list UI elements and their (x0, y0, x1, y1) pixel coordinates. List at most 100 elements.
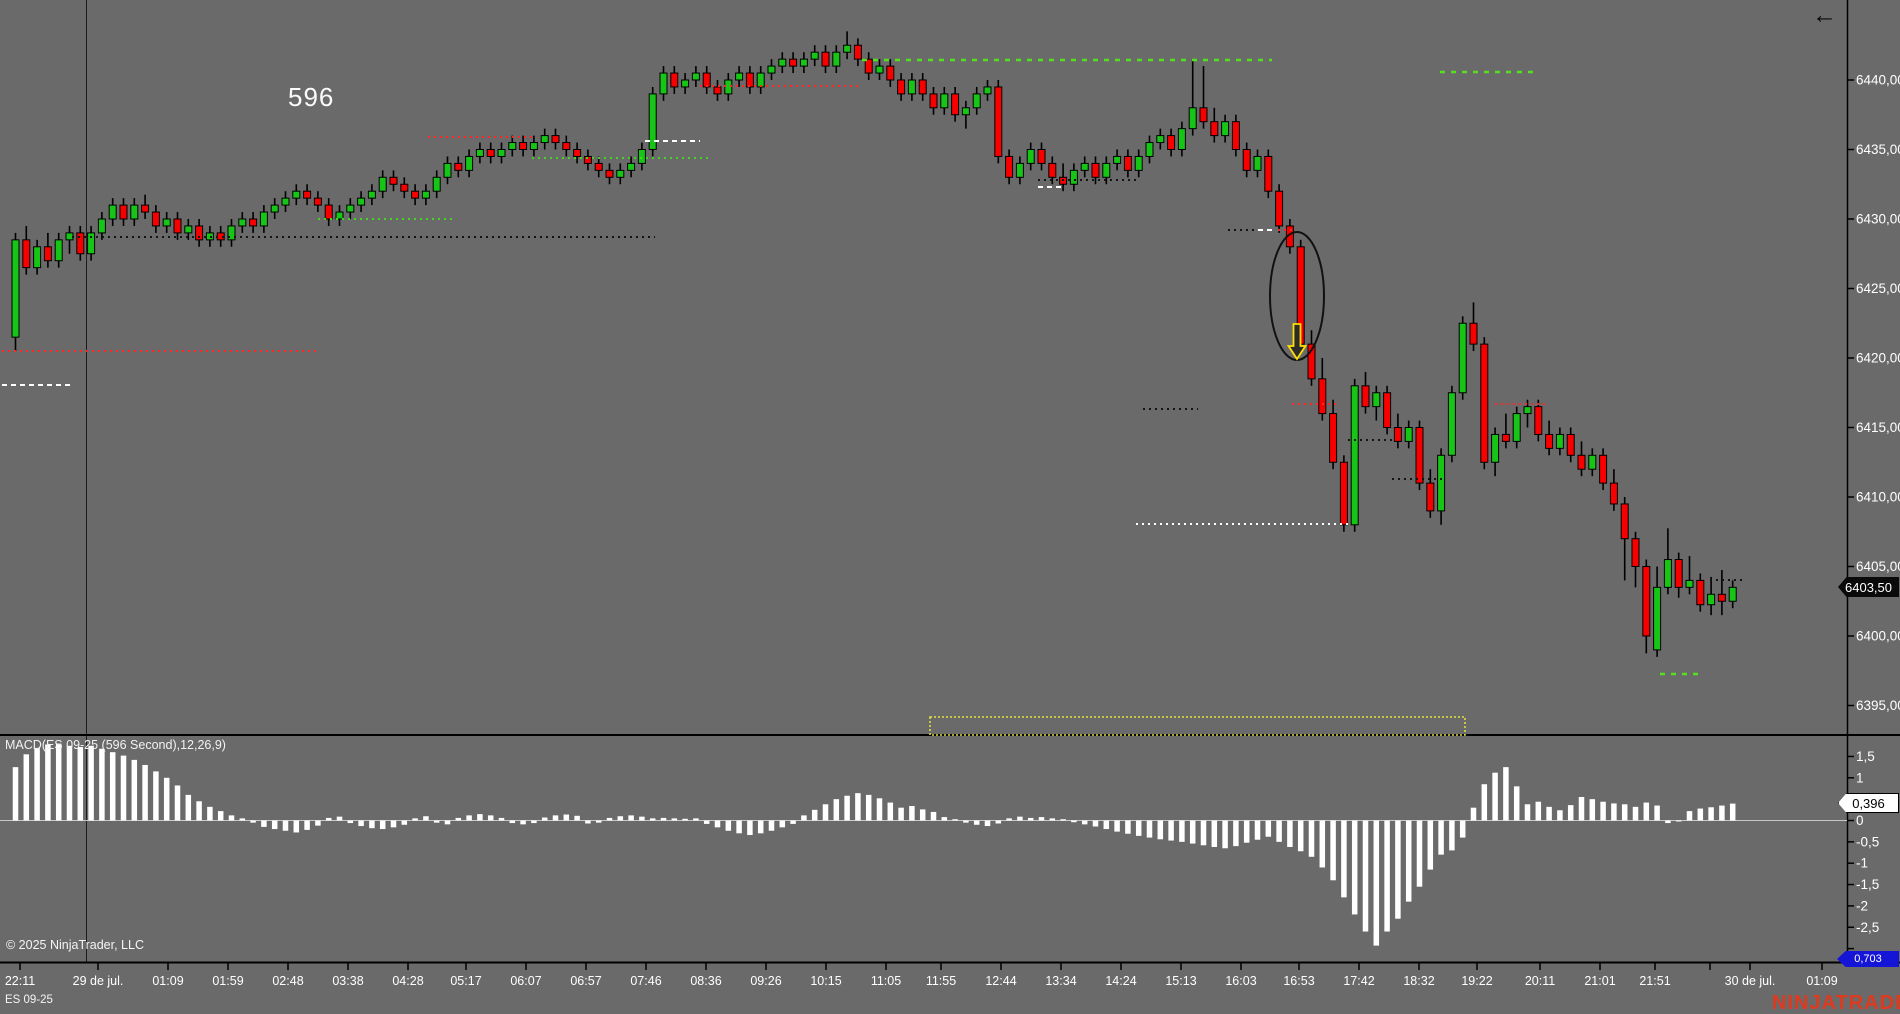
macd-histogram-bar (865, 794, 872, 821)
candle-body (1177, 128, 1186, 150)
candle-body (875, 65, 884, 74)
macd-histogram-bar (1222, 820, 1228, 849)
time-axis-label: 01:59 (212, 974, 243, 988)
macd-histogram-bar (595, 820, 602, 823)
candle-body (702, 72, 711, 88)
macd-histogram-bar (1492, 772, 1498, 821)
time-axis-label: 18:32 (1403, 974, 1434, 988)
candle-body (810, 51, 819, 60)
candle-body (1555, 433, 1564, 449)
candle-body (994, 86, 1003, 157)
candle-body (1620, 503, 1629, 540)
candle-body (259, 211, 268, 227)
candle-body (346, 204, 355, 213)
macd-histogram-bar (941, 817, 948, 821)
candle-body (627, 162, 636, 171)
macd-histogram-bar (1470, 807, 1477, 821)
candle-body (1685, 579, 1694, 588)
candle-body (1188, 107, 1197, 130)
macd-axis-label: -0,5 (1856, 834, 1879, 849)
macd-histogram-bar (822, 804, 829, 821)
candle-body (1307, 343, 1316, 380)
candle-body (1642, 566, 1651, 637)
instrument-label: ES 09-25 (5, 994, 53, 1006)
period-watermark: 596 (288, 82, 335, 112)
candle-body (1631, 538, 1640, 568)
candle-body (378, 176, 387, 192)
macd-histogram-bar (757, 820, 764, 834)
candle-body (670, 72, 679, 88)
candle-body (227, 225, 236, 241)
candle-body (205, 232, 214, 241)
macd-histogram-bar (304, 820, 310, 830)
macd-histogram-bar (131, 759, 138, 821)
copyright-label: © 2025 NinjaTrader, LLC (6, 938, 144, 952)
macd-histogram-bar (660, 817, 667, 821)
candle-body (1545, 433, 1554, 449)
candle-body (465, 155, 474, 171)
macd-histogram-bar (1686, 811, 1693, 821)
back-arrow-icon[interactable]: ← (1812, 1, 1837, 29)
macd-histogram-bar (855, 793, 861, 821)
macd-histogram-bar (120, 755, 127, 821)
macd-histogram-bar (1254, 820, 1261, 840)
price-axis-label: 6420,00 (1856, 351, 1900, 366)
time-axis-label: 10:15 (810, 974, 841, 988)
macd-histogram-bar (801, 815, 807, 821)
price-axis-label: 6395,00 (1856, 698, 1900, 713)
macd-histogram-bar (1081, 820, 1088, 825)
macd-histogram-bar (1567, 805, 1574, 821)
candle-body (1145, 142, 1154, 157)
macd-histogram-bar (1697, 808, 1704, 821)
time-axis-label: 15:13 (1165, 974, 1196, 988)
macd-histogram-bar (1200, 820, 1207, 846)
candle-body (843, 44, 852, 53)
candle-body (1393, 427, 1402, 442)
macd-histogram-bar (1168, 820, 1174, 841)
macd-histogram-bar (1729, 803, 1736, 821)
candle-body (1199, 107, 1208, 123)
candle-body (130, 204, 139, 220)
macd-histogram-bar (1038, 817, 1045, 821)
candle-body (583, 155, 592, 164)
macd-histogram-bar (207, 806, 213, 821)
macd-histogram-bar (1719, 805, 1725, 821)
candle-body (1566, 433, 1575, 456)
price-axis-label: 6430,00 (1856, 212, 1900, 227)
macd-histogram-bar (369, 820, 375, 829)
candle-body (1339, 461, 1348, 526)
macd-histogram-bar (1287, 820, 1293, 847)
candle-body (1015, 162, 1024, 178)
candle-body (1318, 378, 1327, 415)
candle-body (22, 239, 31, 269)
candle-body (1609, 482, 1618, 505)
time-axis-label: 22:11 (5, 974, 35, 988)
time-axis-label: 20:11 (1525, 974, 1555, 988)
candle-body (1469, 322, 1478, 345)
candle-body (1512, 413, 1521, 442)
macd-histogram-bar (649, 818, 656, 821)
macd-histogram-bar (563, 814, 570, 821)
candle-body (1415, 427, 1424, 484)
candle-body (1264, 155, 1273, 192)
macd-histogram-bar (433, 820, 440, 823)
candle-body (1372, 392, 1381, 408)
macd-axis-label: -1 (1856, 856, 1868, 871)
macd-histogram-bar (552, 815, 559, 821)
macd-histogram-bar (1675, 820, 1682, 822)
macd-histogram-bar (358, 820, 364, 827)
candle-body (1091, 162, 1100, 178)
time-axis-label: 29 de jul. (73, 974, 124, 988)
macd-histogram-bar (1362, 820, 1369, 932)
macd-histogram-bar (401, 820, 408, 825)
candle-body (43, 246, 52, 262)
candle-body (864, 58, 873, 74)
candle-body (961, 107, 970, 116)
candle-body (508, 142, 517, 151)
macd-histogram-bar (153, 771, 159, 821)
candle-body (1696, 579, 1705, 606)
candle-body (767, 65, 776, 74)
candle-body (648, 93, 657, 150)
candle-body (357, 197, 366, 206)
